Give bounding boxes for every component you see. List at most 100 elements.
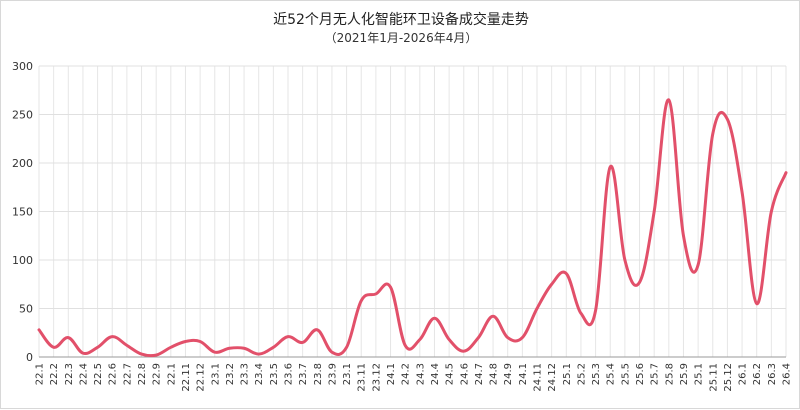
data-point	[565, 272, 568, 275]
x-tick-label: 26.2	[752, 363, 763, 385]
x-tick-label: 25.9	[679, 363, 690, 385]
x-tick-label: 22.1	[35, 363, 46, 385]
x-tick-label: 22.1	[166, 363, 177, 385]
data-point	[184, 340, 187, 343]
x-tick-label: 26.4	[782, 363, 793, 385]
x-tick-label: 23.3	[240, 363, 251, 385]
data-point	[81, 352, 84, 355]
data-point	[287, 335, 290, 338]
x-tick-label: 24.1	[386, 363, 397, 385]
data-point	[111, 335, 114, 338]
data-point	[697, 263, 700, 266]
x-tick-label: 22.7	[122, 363, 133, 385]
data-point	[492, 315, 495, 318]
data-point	[96, 346, 99, 349]
x-tick-label: 22.8	[137, 363, 148, 385]
data-point	[257, 353, 260, 356]
y-tick-label: 200	[12, 157, 33, 170]
data-point	[389, 286, 392, 289]
x-tick-label: 24.2	[401, 363, 412, 385]
data-point	[272, 346, 275, 349]
data-point	[448, 338, 451, 341]
data-point	[345, 346, 348, 349]
data-point	[169, 346, 172, 349]
x-tick-label: 22.2	[49, 363, 60, 385]
y-tick-label: 150	[12, 206, 33, 219]
x-tick-label: 25.11	[708, 363, 719, 392]
data-point	[682, 234, 685, 237]
x-tick-label: 23.4	[254, 363, 265, 385]
x-tick-label: 24.12	[547, 363, 558, 392]
y-tick-label: 250	[12, 109, 33, 122]
data-point	[360, 299, 363, 302]
x-tick-label: 25.4	[606, 363, 617, 385]
data-point	[711, 132, 714, 135]
data-point	[330, 351, 333, 354]
chart-title: 近52个月无人化智能环卫设备成交量走势	[273, 12, 529, 28]
data-point	[199, 340, 202, 343]
data-point	[623, 259, 626, 262]
x-tick-label: 22.4	[78, 363, 89, 385]
x-tick-label: 26.3	[767, 363, 778, 385]
data-point	[770, 210, 773, 213]
data-point	[638, 281, 641, 284]
x-tick-label: 25.8	[664, 363, 675, 385]
x-tick-label: 22.3	[64, 363, 75, 385]
x-tick-label: 23.7	[298, 363, 309, 385]
x-tick-label: 25.1	[562, 363, 573, 385]
x-tick-label: 25.12	[723, 363, 734, 392]
x-tick-label: 23.2	[225, 363, 236, 385]
x-tick-label: 24.1	[518, 363, 529, 385]
data-point	[243, 347, 246, 350]
data-point	[653, 210, 656, 213]
x-tick-label: 25.7	[650, 363, 661, 385]
x-tick-label: 22.9	[152, 363, 163, 385]
data-point	[477, 336, 480, 339]
data-point	[506, 336, 509, 339]
data-point	[536, 307, 539, 310]
x-tick-label: 22.11	[181, 363, 192, 392]
x-tick-label: 22.6	[108, 363, 119, 385]
data-point	[374, 292, 377, 295]
x-tick-label: 24.5	[445, 363, 456, 385]
x-tick-label: 25.1	[694, 363, 705, 385]
chart-subtitle: （2021年1月-2026年4月）	[324, 31, 478, 45]
data-point	[462, 350, 465, 353]
x-tick-label: 25.5	[620, 363, 631, 385]
data-point	[52, 346, 55, 349]
data-point	[418, 338, 421, 341]
x-tick-label: 23.1	[210, 363, 221, 385]
data-point	[316, 328, 319, 331]
x-tick-label: 23.1	[342, 363, 353, 385]
x-tick-label: 22.12	[196, 363, 207, 392]
x-tick-label: 24.11	[533, 363, 544, 392]
data-point	[67, 336, 70, 339]
data-point	[741, 191, 744, 194]
data-point	[521, 336, 524, 339]
x-tick-label: 23.12	[371, 363, 382, 392]
data-point	[140, 353, 143, 356]
x-tick-label: 25.6	[635, 363, 646, 385]
data-point	[125, 344, 128, 347]
data-point	[433, 317, 436, 320]
y-tick-label: 0	[26, 351, 33, 364]
x-tick-label: 24.8	[489, 363, 500, 385]
x-tick-label: 22.5	[93, 363, 104, 385]
data-point	[213, 351, 216, 354]
y-tick-label: 100	[12, 254, 33, 267]
data-point	[579, 312, 582, 315]
x-tick-label: 25.3	[591, 363, 602, 385]
x-tick-label: 25.2	[576, 363, 587, 385]
y-tick-label: 300	[12, 60, 33, 73]
series-line	[37, 98, 788, 358]
x-tick-label: 24.6	[459, 363, 470, 385]
data-point	[38, 328, 41, 331]
data-point	[609, 165, 612, 168]
x-tick-label: 24.3	[415, 363, 426, 385]
x-tick-label: 24.4	[430, 363, 441, 385]
data-point	[785, 171, 788, 174]
data-point	[155, 354, 158, 357]
x-tick-label: 23.5	[269, 363, 280, 385]
x-tick-label: 23.9	[327, 363, 338, 385]
